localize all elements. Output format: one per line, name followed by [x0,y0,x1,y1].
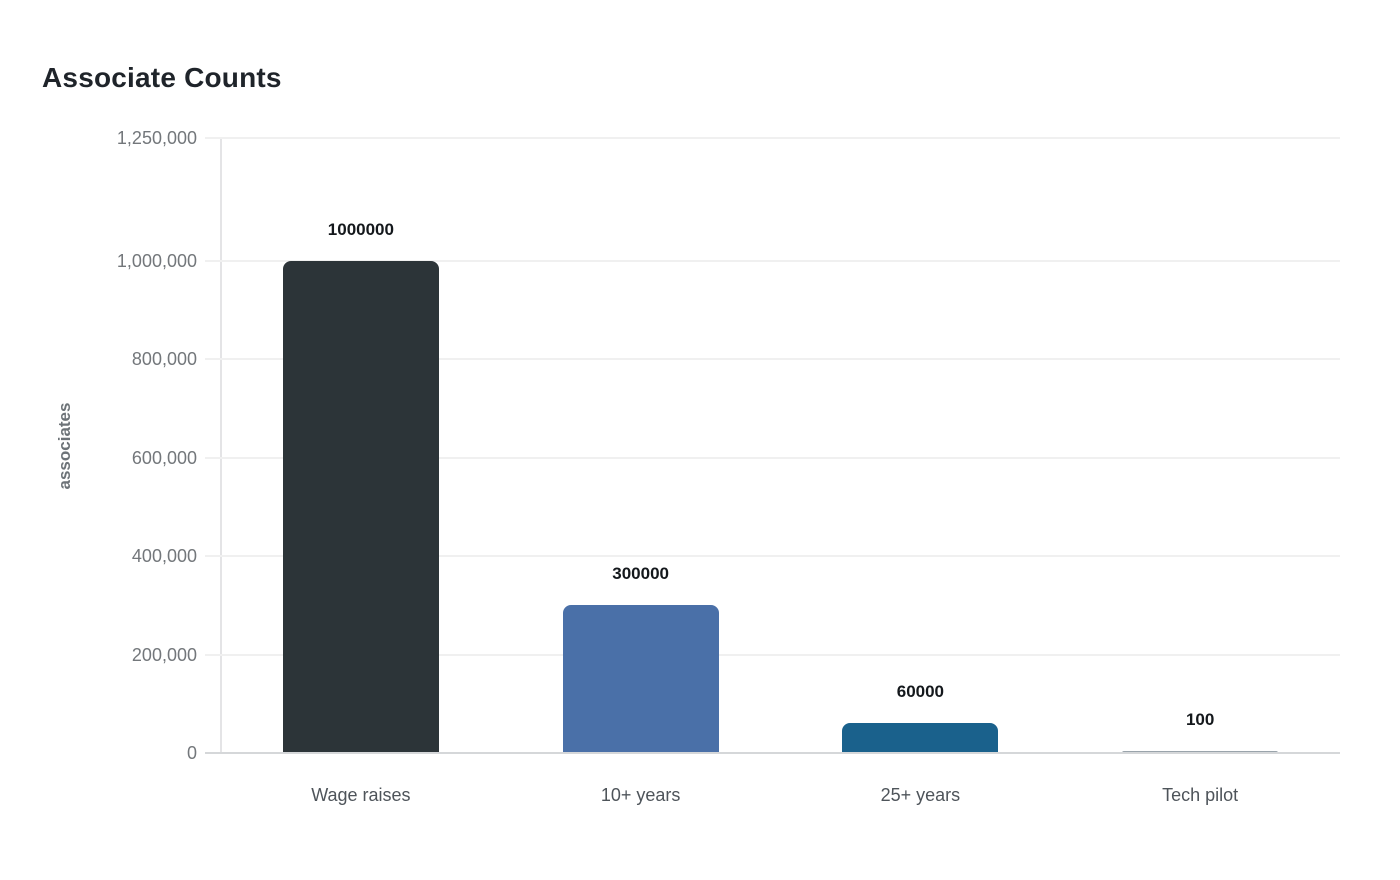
y-tick-label: 400,000 [131,546,197,567]
bar-10-years [562,605,719,753]
x-category-label: 25+ years [880,785,961,805]
gridline [205,653,1340,656]
gridline [205,260,1340,262]
bar-value-label: 100 [1185,709,1215,729]
y-tick-label: 0 [186,743,197,763]
gridline [205,137,1340,139]
bar-value-label: 300000 [612,564,669,584]
bar-value-label: 1000000 [327,220,394,239]
y-tick-label: 800,000 [131,349,197,370]
gridline [205,358,1340,361]
gridline [205,555,1340,558]
x-category-label: Tech pilot [1162,785,1239,805]
y-tick-label: 1,250,000 [116,128,197,148]
y-axis-line [220,138,222,754]
y-tick-label: 1,000,000 [116,251,197,271]
bar-25-years [842,723,999,753]
x-category-label: 10+ years [600,785,681,805]
y-tick-label: 200,000 [131,644,197,665]
chart-title: Associate Counts [42,62,282,93]
y-tick-label: 600,000 [131,447,197,468]
x-axis-baseline [205,752,1340,754]
gridline [205,456,1340,459]
bar-tech-pilot [1122,750,1279,753]
bar-value-label: 60000 [896,682,945,702]
x-category-label: Wage raises [311,785,411,805]
bar-wage-raises [282,261,439,753]
plot-area: 1000000 300000 60000 100 [205,137,1340,754]
